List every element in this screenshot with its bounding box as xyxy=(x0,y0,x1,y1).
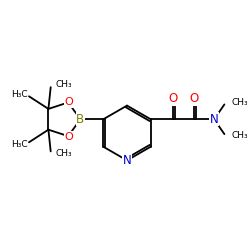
Text: B: B xyxy=(76,113,84,126)
Text: CH₃: CH₃ xyxy=(56,149,72,158)
Text: H₃C: H₃C xyxy=(11,140,28,149)
Text: N: N xyxy=(210,113,218,126)
Text: O: O xyxy=(64,132,73,142)
Text: CH₃: CH₃ xyxy=(231,98,248,107)
Text: O: O xyxy=(190,92,199,105)
Text: O: O xyxy=(64,97,73,107)
Text: H₃C: H₃C xyxy=(11,90,28,98)
Text: N: N xyxy=(123,154,132,168)
Text: CH₃: CH₃ xyxy=(56,80,72,90)
Text: CH₃: CH₃ xyxy=(231,131,248,140)
Text: O: O xyxy=(168,92,178,105)
